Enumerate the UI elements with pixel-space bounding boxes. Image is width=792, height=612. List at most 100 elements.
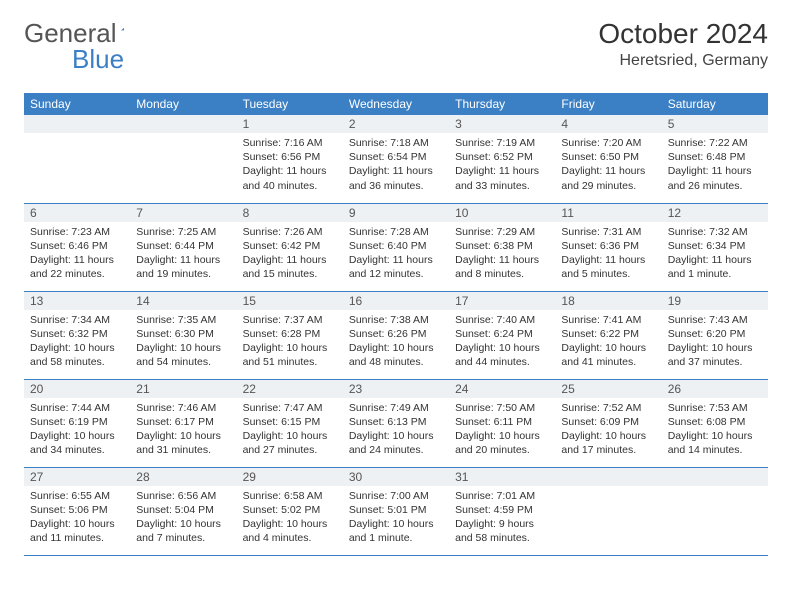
calendar-week-row: 27Sunrise: 6:55 AMSunset: 5:06 PMDayligh… [24,467,768,555]
calendar-day-cell [555,467,661,555]
calendar-body: 1Sunrise: 7:16 AMSunset: 6:56 PMDaylight… [24,115,768,555]
day-number-empty [24,115,130,133]
calendar-day-cell: 21Sunrise: 7:46 AMSunset: 6:17 PMDayligh… [130,379,236,467]
calendar-day-cell: 5Sunrise: 7:22 AMSunset: 6:48 PMDaylight… [662,115,768,203]
day-number: 6 [24,204,130,222]
calendar-day-cell: 6Sunrise: 7:23 AMSunset: 6:46 PMDaylight… [24,203,130,291]
calendar-day-cell: 3Sunrise: 7:19 AMSunset: 6:52 PMDaylight… [449,115,555,203]
day-info: Sunrise: 7:53 AMSunset: 6:08 PMDaylight:… [662,398,768,463]
calendar-week-row: 6Sunrise: 7:23 AMSunset: 6:46 PMDaylight… [24,203,768,291]
calendar-day-cell: 20Sunrise: 7:44 AMSunset: 6:19 PMDayligh… [24,379,130,467]
day-info: Sunrise: 7:29 AMSunset: 6:38 PMDaylight:… [449,222,555,287]
day-number: 5 [662,115,768,133]
calendar-day-cell [130,115,236,203]
day-number: 12 [662,204,768,222]
day-header: Wednesday [343,93,449,115]
day-number: 18 [555,292,661,310]
calendar-day-cell: 4Sunrise: 7:20 AMSunset: 6:50 PMDaylight… [555,115,661,203]
calendar-day-cell: 7Sunrise: 7:25 AMSunset: 6:44 PMDaylight… [130,203,236,291]
calendar-table: SundayMondayTuesdayWednesdayThursdayFrid… [24,93,768,556]
day-number: 31 [449,468,555,486]
calendar-day-cell: 14Sunrise: 7:35 AMSunset: 6:30 PMDayligh… [130,291,236,379]
calendar-day-cell: 10Sunrise: 7:29 AMSunset: 6:38 PMDayligh… [449,203,555,291]
day-number: 20 [24,380,130,398]
day-header: Thursday [449,93,555,115]
calendar-day-cell: 24Sunrise: 7:50 AMSunset: 6:11 PMDayligh… [449,379,555,467]
day-number: 17 [449,292,555,310]
day-info: Sunrise: 6:56 AMSunset: 5:04 PMDaylight:… [130,486,236,551]
day-info: Sunrise: 7:50 AMSunset: 6:11 PMDaylight:… [449,398,555,463]
calendar-day-cell: 25Sunrise: 7:52 AMSunset: 6:09 PMDayligh… [555,379,661,467]
day-number: 15 [237,292,343,310]
calendar-day-cell: 31Sunrise: 7:01 AMSunset: 4:59 PMDayligh… [449,467,555,555]
day-info: Sunrise: 7:49 AMSunset: 6:13 PMDaylight:… [343,398,449,463]
day-info: Sunrise: 6:58 AMSunset: 5:02 PMDaylight:… [237,486,343,551]
day-number: 13 [24,292,130,310]
day-info: Sunrise: 7:34 AMSunset: 6:32 PMDaylight:… [24,310,130,375]
calendar-day-cell: 11Sunrise: 7:31 AMSunset: 6:36 PMDayligh… [555,203,661,291]
day-number: 27 [24,468,130,486]
calendar-day-cell: 30Sunrise: 7:00 AMSunset: 5:01 PMDayligh… [343,467,449,555]
day-info: Sunrise: 7:31 AMSunset: 6:36 PMDaylight:… [555,222,661,287]
day-info: Sunrise: 7:01 AMSunset: 4:59 PMDaylight:… [449,486,555,551]
location-label: Heretsried, Germany [598,52,768,70]
day-info: Sunrise: 7:32 AMSunset: 6:34 PMDaylight:… [662,222,768,287]
day-header: Monday [130,93,236,115]
calendar-day-cell: 26Sunrise: 7:53 AMSunset: 6:08 PMDayligh… [662,379,768,467]
calendar-week-row: 13Sunrise: 7:34 AMSunset: 6:32 PMDayligh… [24,291,768,379]
day-info: Sunrise: 7:20 AMSunset: 6:50 PMDaylight:… [555,133,661,198]
calendar-day-cell: 15Sunrise: 7:37 AMSunset: 6:28 PMDayligh… [237,291,343,379]
day-number: 23 [343,380,449,398]
day-number: 29 [237,468,343,486]
day-number: 3 [449,115,555,133]
day-info: Sunrise: 7:46 AMSunset: 6:17 PMDaylight:… [130,398,236,463]
day-number-empty [662,468,768,486]
day-info: Sunrise: 7:26 AMSunset: 6:42 PMDaylight:… [237,222,343,287]
day-number: 16 [343,292,449,310]
day-number: 24 [449,380,555,398]
calendar-day-cell: 17Sunrise: 7:40 AMSunset: 6:24 PMDayligh… [449,291,555,379]
day-number: 2 [343,115,449,133]
brand-part2: Blue [72,44,124,75]
day-number: 14 [130,292,236,310]
day-number-empty [130,115,236,133]
day-number: 7 [130,204,236,222]
day-header-row: SundayMondayTuesdayWednesdayThursdayFrid… [24,93,768,115]
calendar-day-cell: 9Sunrise: 7:28 AMSunset: 6:40 PMDaylight… [343,203,449,291]
day-info: Sunrise: 7:28 AMSunset: 6:40 PMDaylight:… [343,222,449,287]
day-header: Sunday [24,93,130,115]
calendar-day-cell: 22Sunrise: 7:47 AMSunset: 6:15 PMDayligh… [237,379,343,467]
day-info: Sunrise: 7:41 AMSunset: 6:22 PMDaylight:… [555,310,661,375]
calendar-day-cell: 2Sunrise: 7:18 AMSunset: 6:54 PMDaylight… [343,115,449,203]
day-info: Sunrise: 7:35 AMSunset: 6:30 PMDaylight:… [130,310,236,375]
day-number: 21 [130,380,236,398]
calendar-day-cell [662,467,768,555]
day-number: 22 [237,380,343,398]
day-number-empty [555,468,661,486]
day-info: Sunrise: 7:19 AMSunset: 6:52 PMDaylight:… [449,133,555,198]
day-info: Sunrise: 7:25 AMSunset: 6:44 PMDaylight:… [130,222,236,287]
day-info: Sunrise: 7:44 AMSunset: 6:19 PMDaylight:… [24,398,130,463]
day-info: Sunrise: 7:38 AMSunset: 6:26 PMDaylight:… [343,310,449,375]
day-header: Tuesday [237,93,343,115]
day-header: Friday [555,93,661,115]
day-info: Sunrise: 7:00 AMSunset: 5:01 PMDaylight:… [343,486,449,551]
day-number: 11 [555,204,661,222]
month-title: October 2024 [598,18,768,50]
day-number: 26 [662,380,768,398]
brand-triangle-icon [121,20,124,38]
day-number: 8 [237,204,343,222]
calendar-day-cell [24,115,130,203]
calendar-day-cell: 19Sunrise: 7:43 AMSunset: 6:20 PMDayligh… [662,291,768,379]
day-info: Sunrise: 7:23 AMSunset: 6:46 PMDaylight:… [24,222,130,287]
day-number: 25 [555,380,661,398]
calendar-day-cell: 23Sunrise: 7:49 AMSunset: 6:13 PMDayligh… [343,379,449,467]
calendar-day-cell: 28Sunrise: 6:56 AMSunset: 5:04 PMDayligh… [130,467,236,555]
day-number: 4 [555,115,661,133]
day-info: Sunrise: 7:52 AMSunset: 6:09 PMDaylight:… [555,398,661,463]
day-number: 28 [130,468,236,486]
calendar-day-cell: 8Sunrise: 7:26 AMSunset: 6:42 PMDaylight… [237,203,343,291]
day-info: Sunrise: 7:43 AMSunset: 6:20 PMDaylight:… [662,310,768,375]
day-info: Sunrise: 7:16 AMSunset: 6:56 PMDaylight:… [237,133,343,198]
day-number: 30 [343,468,449,486]
